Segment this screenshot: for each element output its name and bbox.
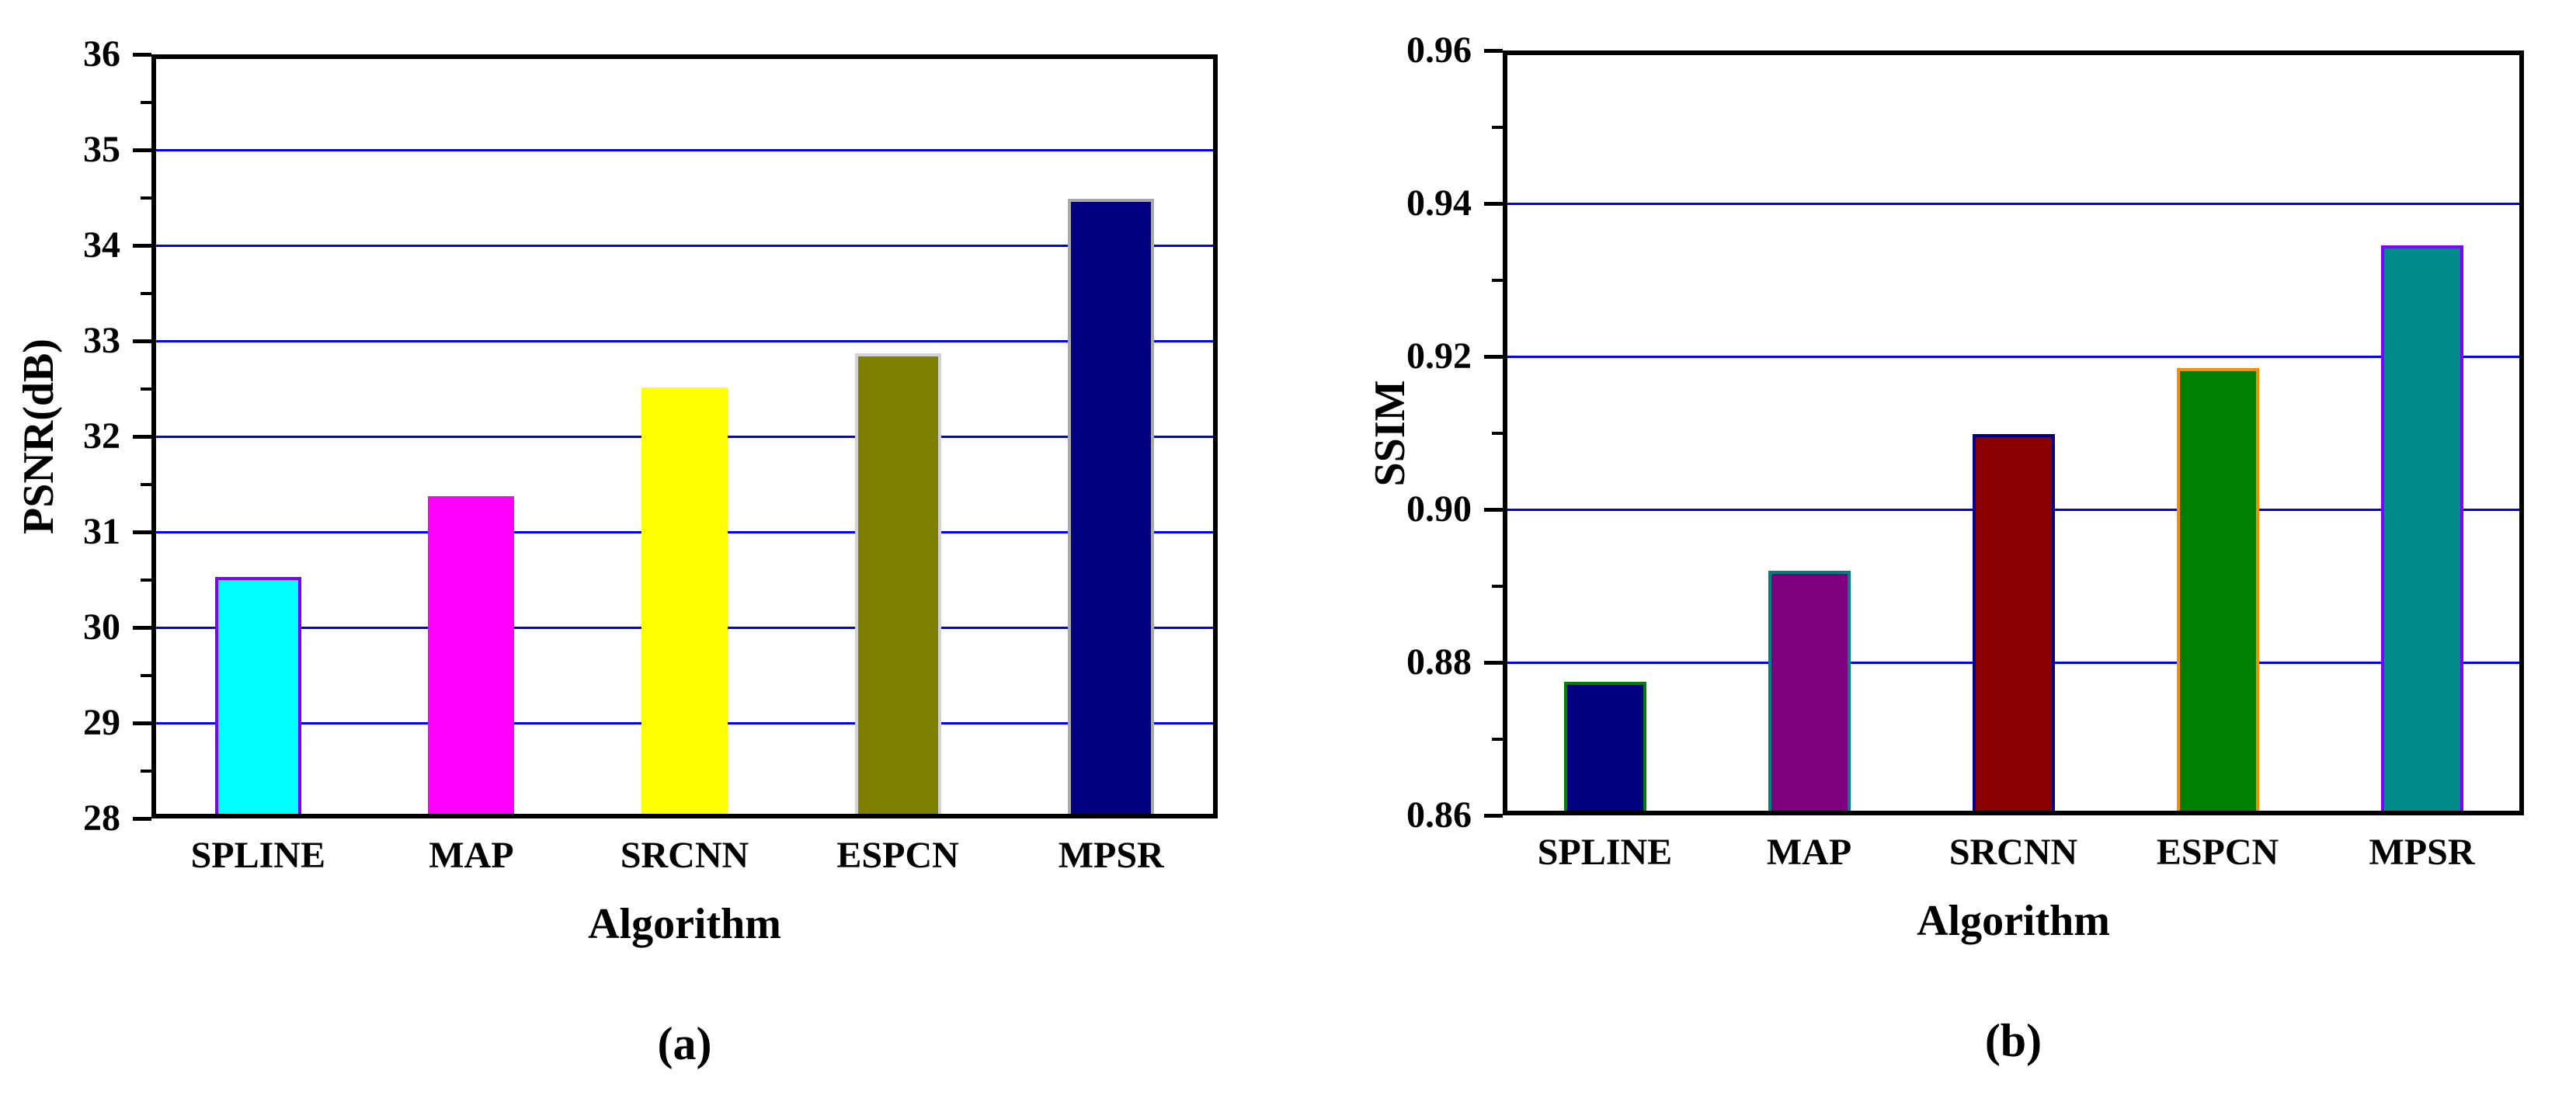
y-tick-label: 33 bbox=[83, 320, 120, 361]
y-major-tick bbox=[1484, 201, 1503, 206]
bar-MAP bbox=[1768, 571, 1851, 815]
y-axis-title: PSNR(dB) bbox=[15, 338, 63, 535]
y-tick-label: 34 bbox=[83, 224, 120, 266]
y-major-tick bbox=[1484, 507, 1503, 512]
y-tick-label: 0.96 bbox=[1406, 30, 1472, 71]
y-tick-label: 36 bbox=[83, 33, 120, 75]
y-minor-tick bbox=[1492, 431, 1503, 435]
gridline bbox=[151, 339, 1218, 342]
y-tick-label: 0.94 bbox=[1406, 182, 1472, 224]
y-tick-label: 0.86 bbox=[1406, 794, 1472, 836]
y-major-tick bbox=[133, 434, 151, 439]
x-tick-label: SRCNN bbox=[1949, 832, 2078, 873]
x-tick-label: MAP bbox=[429, 835, 514, 876]
gridline bbox=[1503, 202, 2524, 205]
figure-caption: (b) bbox=[1984, 1015, 2042, 1066]
figure-caption: (a) bbox=[657, 1018, 712, 1069]
plot-area bbox=[151, 54, 1218, 818]
y-major-tick bbox=[1484, 48, 1503, 53]
y-axis-title: SSIM bbox=[1366, 380, 1414, 486]
y-minor-tick bbox=[1492, 278, 1503, 282]
y-tick-label: 32 bbox=[83, 415, 120, 457]
gridline bbox=[151, 244, 1218, 247]
y-major-tick bbox=[1484, 660, 1503, 665]
y-minor-tick bbox=[141, 578, 151, 582]
x-tick-label: SRCNN bbox=[620, 835, 749, 876]
y-major-tick bbox=[133, 148, 151, 152]
y-minor-tick bbox=[1492, 737, 1503, 741]
y-major-tick bbox=[133, 339, 151, 343]
y-major-tick bbox=[133, 243, 151, 248]
x-tick-label: SPLINE bbox=[1537, 832, 1673, 873]
y-minor-tick bbox=[141, 673, 151, 677]
y-major-tick bbox=[133, 625, 151, 630]
y-major-tick bbox=[133, 721, 151, 725]
y-minor-tick bbox=[141, 196, 151, 200]
y-minor-tick bbox=[1492, 125, 1503, 129]
y-minor-tick bbox=[1492, 584, 1503, 588]
y-major-tick bbox=[133, 816, 151, 821]
bar-MAP bbox=[428, 496, 514, 818]
bar-SRCNN bbox=[641, 387, 728, 818]
plot-area bbox=[1503, 50, 2524, 815]
bar-ESPCN bbox=[2177, 368, 2259, 815]
y-major-tick bbox=[133, 52, 151, 57]
y-minor-tick bbox=[141, 291, 151, 295]
y-tick-label: 0.88 bbox=[1406, 641, 1472, 683]
x-tick-label: ESPCN bbox=[836, 835, 959, 876]
gridline bbox=[151, 148, 1218, 151]
y-tick-label: 29 bbox=[83, 702, 120, 743]
bar-SRCNN bbox=[1973, 434, 2055, 815]
y-major-tick bbox=[1484, 354, 1503, 359]
y-major-tick bbox=[133, 530, 151, 534]
y-minor-tick bbox=[141, 100, 151, 104]
y-minor-tick bbox=[141, 387, 151, 391]
y-tick-label: 28 bbox=[83, 798, 120, 839]
y-minor-tick bbox=[141, 769, 151, 773]
x-axis-title: Algorithm bbox=[588, 900, 781, 948]
x-tick-label: MPSR bbox=[2369, 832, 2475, 873]
x-tick-label: MAP bbox=[1766, 832, 1852, 873]
x-tick-label: ESPCN bbox=[2156, 832, 2279, 873]
gridline bbox=[1503, 355, 2524, 358]
y-minor-tick bbox=[141, 482, 151, 486]
y-tick-label: 0.92 bbox=[1406, 335, 1472, 377]
bar-SPLINE bbox=[215, 577, 301, 818]
y-tick-label: 35 bbox=[83, 129, 120, 170]
y-major-tick bbox=[1484, 813, 1503, 818]
x-tick-label: MPSR bbox=[1058, 835, 1164, 876]
bar-ESPCN bbox=[855, 353, 941, 818]
y-tick-label: 31 bbox=[83, 511, 120, 552]
y-tick-label: 30 bbox=[83, 606, 120, 648]
bar-MPSR bbox=[1068, 199, 1154, 818]
x-axis-title: Algorithm bbox=[1917, 897, 2110, 945]
bar-MPSR bbox=[2381, 245, 2463, 815]
y-tick-label: 0.90 bbox=[1406, 488, 1472, 530]
x-tick-label: SPLINE bbox=[190, 835, 325, 876]
